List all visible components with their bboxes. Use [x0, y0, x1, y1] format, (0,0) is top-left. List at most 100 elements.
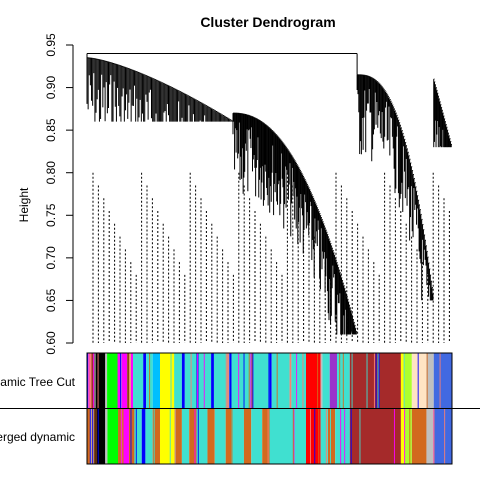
module-color-stripe	[330, 408, 332, 464]
module-color-stripe	[340, 408, 342, 464]
dendrogram-tree	[86, 53, 452, 335]
module-color-stripe	[393, 408, 395, 464]
module-color-stripe	[317, 353, 319, 408]
module-color-band	[269, 408, 306, 464]
module-color-band	[291, 353, 306, 408]
module-color-stripe	[293, 408, 295, 464]
module-color-stripe	[93, 408, 95, 464]
module-color-band	[320, 408, 328, 464]
module-color-stripe	[260, 408, 262, 464]
module-color-band	[88, 353, 92, 408]
module-color-band	[426, 408, 434, 464]
module-color-band	[306, 353, 321, 408]
module-color-stripe	[190, 353, 192, 408]
module-color-band	[404, 353, 412, 408]
module-color-stripe	[417, 353, 419, 408]
module-color-stripe	[225, 353, 227, 408]
module-color-stripe	[378, 353, 380, 408]
module-color-stripe	[250, 353, 252, 408]
chart-title: Cluster Dendrogram	[200, 14, 335, 30]
module-color-rows	[0, 352, 480, 465]
module-color-band	[214, 408, 226, 464]
module-color-stripe	[248, 353, 250, 408]
module-color-stripe	[439, 353, 441, 408]
module-color-stripe	[426, 353, 428, 408]
module-color-band	[253, 353, 270, 408]
module-color-stripe	[97, 408, 99, 464]
module-color-band	[262, 408, 270, 464]
module-color-band	[271, 353, 290, 408]
module-color-stripe	[377, 353, 379, 408]
module-color-stripe	[344, 408, 346, 464]
module-color-band	[107, 408, 119, 464]
module-color-band	[225, 408, 233, 464]
module-color-band	[127, 353, 130, 408]
module-color-band	[231, 353, 252, 408]
module-color-stripe	[342, 353, 344, 408]
module-color-band	[94, 408, 106, 464]
module-color-band	[129, 353, 131, 408]
module-color-stripe	[89, 408, 91, 464]
module-color-band	[349, 353, 401, 408]
module-color-band	[400, 408, 405, 464]
module-color-stripe	[117, 353, 119, 408]
module-color-stripe	[130, 408, 132, 464]
module-color-band	[349, 408, 401, 464]
y-tick-label: 0.75	[44, 203, 58, 227]
leaf-guide-lines	[92, 172, 450, 343]
module-color-band	[198, 353, 212, 408]
module-color-stripe	[287, 353, 289, 408]
module-color-stripe	[409, 408, 411, 464]
module-color-band	[105, 408, 108, 464]
module-color-band	[335, 408, 350, 464]
module-color-band	[411, 408, 427, 464]
module-color-stripe	[91, 408, 93, 464]
module-color-band	[128, 408, 135, 464]
module-color-band	[189, 408, 197, 464]
module-color-band	[160, 408, 175, 464]
module-color-stripe	[197, 408, 199, 464]
module-color-band	[269, 353, 272, 408]
module-color-band	[152, 353, 160, 408]
module-color-band	[251, 408, 263, 464]
module-color-stripe	[212, 353, 214, 408]
module-color-band	[132, 353, 144, 408]
module-color-stripe	[296, 353, 298, 408]
module-color-band	[233, 408, 244, 464]
module-color-stripe	[403, 353, 405, 408]
module-color-band	[404, 408, 412, 464]
module-color-stripe	[197, 353, 199, 408]
module-color-stripe	[375, 353, 377, 408]
module-color-band	[433, 408, 452, 464]
module-color-band	[207, 408, 215, 464]
module-color-stripe	[373, 353, 375, 408]
module-color-stripe	[433, 408, 435, 464]
module-color-stripe	[302, 353, 304, 408]
module-color-stripe	[120, 353, 122, 408]
module-color-band	[134, 408, 142, 464]
module-color-stripe	[292, 408, 294, 464]
y-tick-label: 0.60	[44, 331, 58, 355]
module-color-stripe	[325, 408, 327, 464]
y-tick-label: 0.70	[44, 246, 58, 270]
module-color-band	[152, 408, 160, 464]
module-color-stripe	[170, 353, 172, 408]
module-color-band	[213, 353, 230, 408]
module-color-stripe	[243, 353, 245, 408]
y-tick-label: 0.80	[44, 161, 58, 185]
module-color-band	[118, 408, 124, 464]
module-color-band	[196, 408, 208, 464]
module-color-stripe	[231, 408, 233, 464]
module-color-band	[433, 353, 452, 408]
module-color-stripe	[135, 408, 137, 464]
module-color-band	[123, 408, 129, 464]
module-color-stripe	[226, 353, 228, 408]
module-color-stripe	[169, 408, 171, 464]
module-color-stripe	[359, 408, 361, 464]
module-color-stripe	[268, 353, 270, 408]
module-color-band	[411, 353, 427, 408]
color-row	[87, 353, 452, 408]
module-color-stripe	[310, 408, 312, 464]
module-color-band	[160, 353, 175, 408]
